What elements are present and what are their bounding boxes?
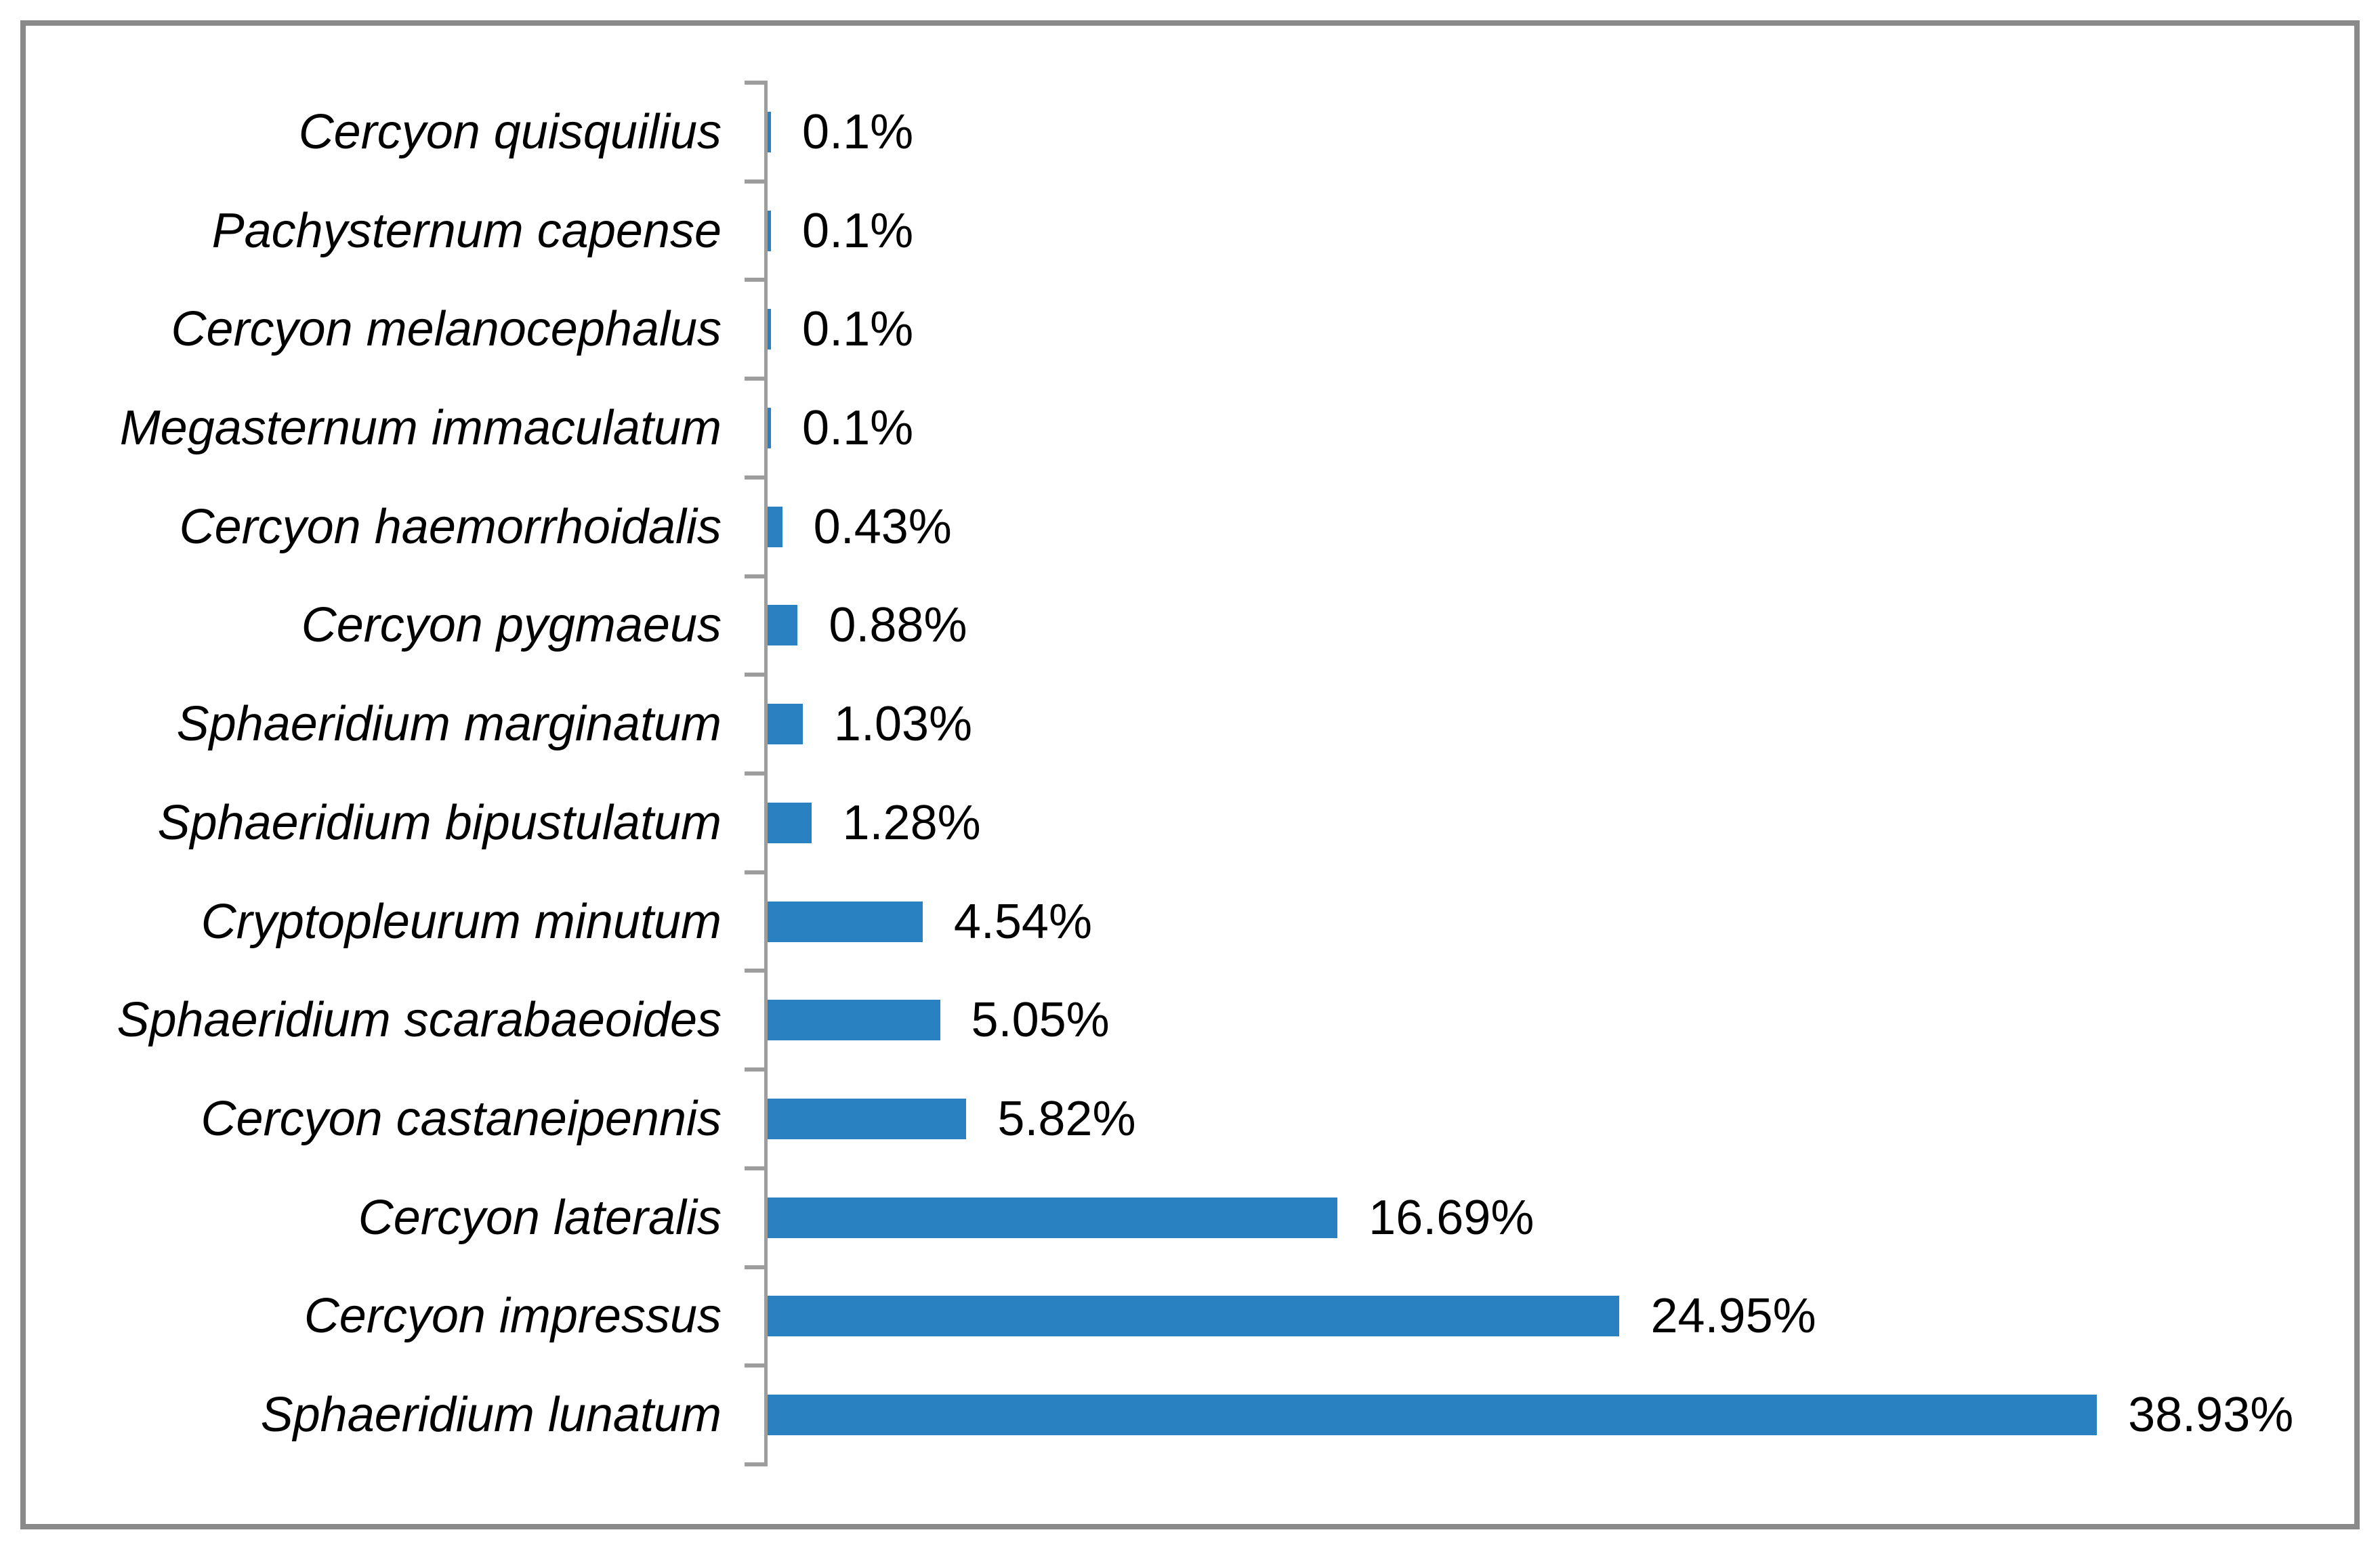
category-label: Sphaeridium bipustulatum <box>157 795 722 850</box>
category-label: Sphaeridium lunatum <box>260 1388 722 1443</box>
bar <box>768 407 772 448</box>
bar <box>768 111 772 152</box>
value-label: 0.1% <box>802 203 914 258</box>
chart-border <box>20 20 2360 1529</box>
axis-tick <box>745 1265 764 1269</box>
bar <box>768 802 812 843</box>
axis-tick <box>745 870 764 874</box>
bar <box>768 704 803 745</box>
bar <box>768 210 772 251</box>
axis-tick <box>745 377 764 381</box>
bar <box>768 901 923 942</box>
bar <box>768 605 798 646</box>
bar <box>768 1098 967 1139</box>
value-label: 38.93% <box>2128 1388 2294 1443</box>
category-label: Pachysternum capense <box>211 203 722 258</box>
category-label: Cercyon impressus <box>304 1289 722 1344</box>
axis-tick <box>745 969 764 973</box>
value-label: 1.03% <box>833 697 973 752</box>
category-label: Sphaeridium scarabaeoides <box>117 993 722 1048</box>
bar <box>768 309 772 350</box>
bar <box>768 506 782 547</box>
category-label: Cercyon melanocephalus <box>171 302 722 357</box>
value-label: 0.43% <box>813 499 952 554</box>
bar <box>768 1197 1338 1238</box>
axis-tick <box>745 475 764 480</box>
category-label: Cercyon castaneipennis <box>201 1091 722 1146</box>
axis-tick <box>745 673 764 677</box>
bar <box>768 1395 2097 1436</box>
axis-tick <box>745 278 764 282</box>
category-label: Cercyon lateralis <box>358 1190 722 1245</box>
category-label: Sphaeridium marginatum <box>176 697 722 752</box>
category-label: Cercyon haemorrhoidalis <box>179 499 722 554</box>
value-label: 0.1% <box>802 302 914 357</box>
axis-tick <box>745 771 764 776</box>
axis-tick <box>745 1363 764 1368</box>
y-axis-line <box>764 81 768 1466</box>
value-label: 16.69% <box>1369 1190 1535 1245</box>
axis-tick <box>745 179 764 184</box>
value-label: 0.1% <box>802 400 914 455</box>
value-label: 5.05% <box>971 993 1110 1048</box>
value-label: 4.54% <box>953 894 1092 949</box>
value-label: 5.82% <box>997 1091 1136 1146</box>
value-label: 0.1% <box>802 104 914 159</box>
category-label: Cryptopleurum minutum <box>201 894 722 949</box>
bar <box>768 1296 1620 1337</box>
axis-tick <box>745 574 764 578</box>
bar <box>768 1000 940 1041</box>
value-label: 1.28% <box>842 795 981 850</box>
axis-tick <box>745 1067 764 1072</box>
category-label: Cercyon quisquilius <box>298 104 722 159</box>
category-label: Megasternum immaculatum <box>119 400 722 455</box>
value-label: 0.88% <box>829 598 967 653</box>
axis-tick <box>745 1166 764 1170</box>
axis-tick <box>745 81 764 85</box>
category-label: Cercyon pygmaeus <box>301 598 722 653</box>
axis-tick <box>745 1462 764 1466</box>
value-label: 24.95% <box>1650 1289 1816 1344</box>
